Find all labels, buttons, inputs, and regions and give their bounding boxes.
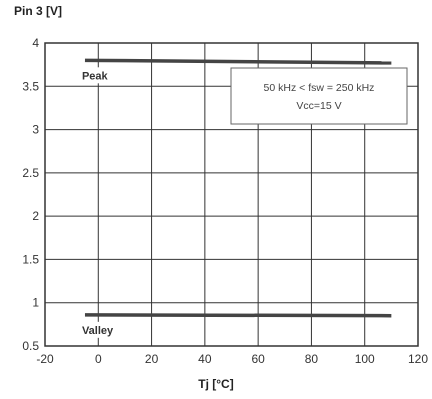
- y-tick-label: 4: [32, 36, 39, 50]
- y-tick-label: 2.5: [22, 166, 39, 180]
- x-tick-label: 80: [305, 352, 319, 366]
- y-tick-label: 1: [32, 296, 39, 310]
- x-axis-title: Tj [°C]: [198, 377, 234, 391]
- x-tick-label: 120: [408, 352, 428, 366]
- y-tick-label: 3: [32, 123, 39, 137]
- plot-area-frame: [44, 42, 419, 347]
- series-line-valley: [84, 313, 392, 318]
- y-tick-label: 1.5: [22, 252, 39, 266]
- y-axis-title: Pin 3 [V]: [14, 4, 63, 18]
- series-labels: Peak Valley: [79, 67, 126, 338]
- x-tick-label: -20: [36, 352, 54, 366]
- series-label-valley: Valley: [82, 325, 114, 337]
- series-label-peak: Peak: [82, 70, 109, 82]
- x-tick-label: 20: [145, 352, 159, 366]
- annotation-box: 50 kHz < fsw = 250 kHz Vcc=15 V: [230, 67, 408, 125]
- series-label-background: [79, 67, 126, 84]
- y-tick-label: 2: [32, 209, 39, 223]
- x-tick-label: 40: [198, 352, 212, 366]
- series-line-peak: [84, 58, 392, 65]
- series-lines: [84, 58, 392, 318]
- series-label-background: [79, 321, 126, 338]
- y-tick-label: 3.5: [22, 79, 39, 93]
- annotation-line-2: Vcc=15 V: [296, 100, 341, 112]
- y-tick-labels: 0.5 1 1.5 2 2.5 3 3.5 4: [22, 36, 39, 353]
- y-tick-label: 0.5: [22, 339, 39, 353]
- annotation-line-1: 50 kHz < fsw = 250 kHz: [264, 82, 375, 94]
- x-tick-labels: -20 0 20 40 60 80 100 120: [36, 352, 428, 366]
- x-tick-label: 100: [355, 352, 375, 366]
- x-tick-label: 0: [95, 352, 102, 366]
- x-tick-label: 60: [251, 352, 265, 366]
